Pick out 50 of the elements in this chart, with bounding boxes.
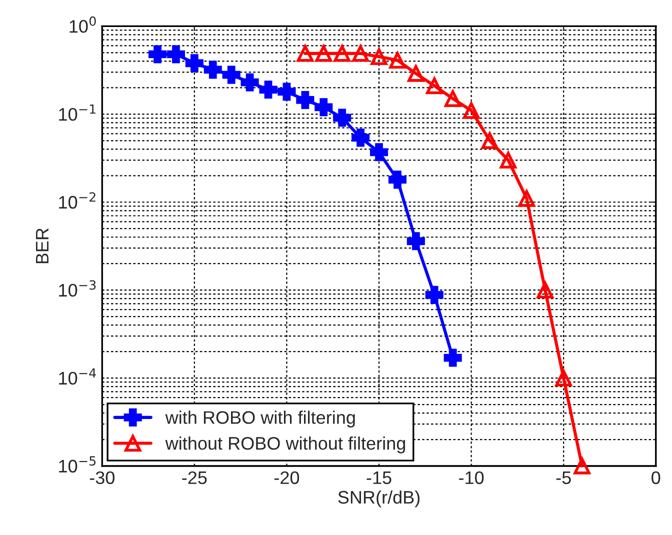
point [444, 348, 462, 367]
y-tick-label: 10$^{−1}$ [59, 104, 96, 121]
point [370, 143, 388, 162]
point [334, 45, 350, 62]
point [426, 77, 443, 94]
point [574, 458, 590, 474]
x-tick-label: -10 [459, 471, 484, 484]
point [389, 52, 406, 69]
x-tick-label: -5 [556, 472, 571, 484]
point [408, 65, 424, 82]
point [352, 45, 369, 62]
point [481, 132, 498, 149]
point [148, 45, 167, 64]
x-tick-label: -25 [182, 471, 207, 484]
y-tick-label: 10$^{−5}$ [59, 456, 96, 473]
point [444, 90, 462, 108]
point [333, 108, 352, 127]
point [259, 80, 278, 99]
point [555, 370, 572, 386]
y-axis-title: BER [36, 228, 48, 264]
x-tick-label: 0 [652, 471, 660, 484]
point [296, 45, 314, 62]
y-tick-label: 10$^{0}$ [70, 16, 96, 33]
x-axis-title: SNR(r/dB) [338, 490, 420, 508]
point [500, 152, 517, 168]
x-tick-label: -30 [90, 471, 114, 484]
point [536, 282, 554, 298]
point [222, 66, 240, 84]
point [388, 170, 406, 189]
point [462, 102, 480, 119]
point [370, 48, 388, 66]
point [352, 128, 370, 147]
point [314, 98, 333, 116]
x-tick-label: -20 [274, 471, 300, 484]
y-tick-label: 10$^{−3}$ [59, 280, 96, 297]
legend-label: with ROBO with filtering [165, 410, 355, 428]
point [166, 45, 186, 64]
point [406, 232, 425, 250]
legend-label: without ROBO without filtering [165, 436, 406, 454]
point [425, 286, 444, 304]
y-tick-label: 10$^{−2}$ [59, 192, 96, 209]
point [204, 60, 222, 79]
point [278, 82, 296, 101]
x-tick-label: -15 [366, 472, 392, 484]
point [240, 73, 259, 92]
y-tick-label: 10$^{−4}$ [59, 368, 96, 385]
point [296, 90, 314, 110]
point [185, 54, 204, 72]
point [518, 190, 536, 207]
point [315, 45, 332, 62]
